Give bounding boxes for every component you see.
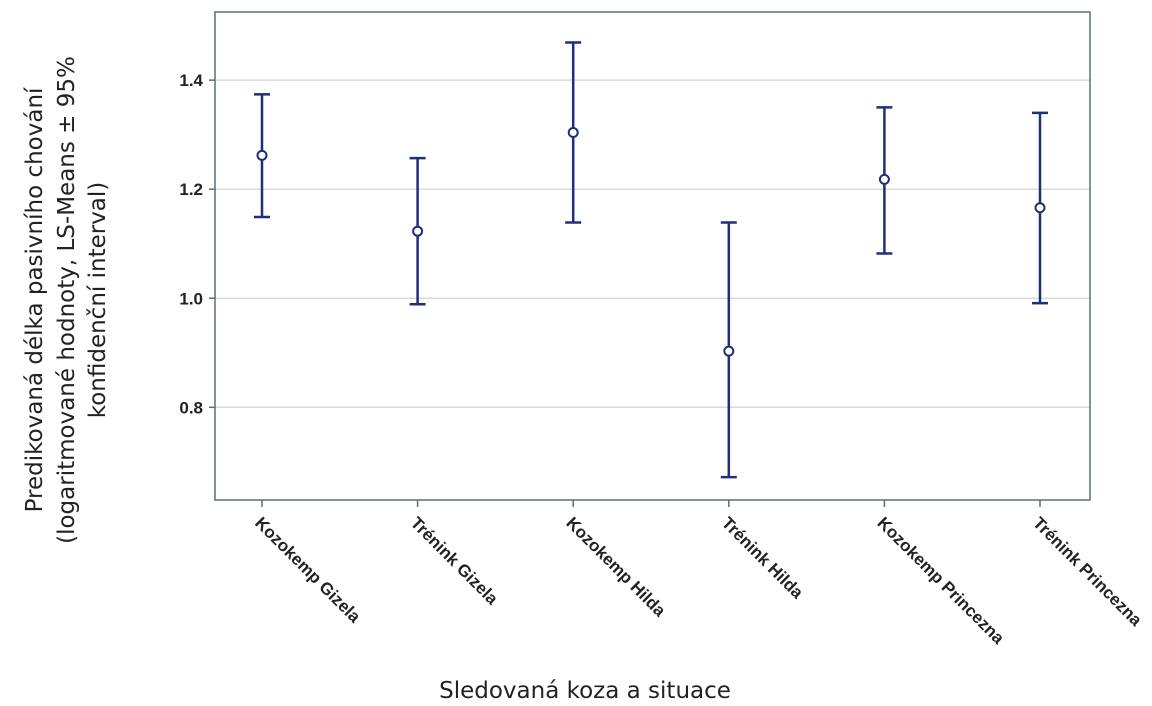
x-axis-title: Sledovaná koza a situace [439, 678, 731, 704]
error-bar-group [409, 156, 426, 306]
x-category-label: Trénink Gizela [407, 513, 502, 608]
error-bar-group [720, 221, 737, 479]
y-axis-title-line-3: konfidenční interval) [85, 182, 111, 419]
y-tick-label: 1.4 [179, 71, 203, 90]
error-bar-group [876, 106, 893, 255]
y-tick-label: 0.8 [179, 398, 203, 417]
gridlines [215, 79, 1090, 409]
mean-marker [1034, 202, 1046, 214]
mean-marker [723, 345, 735, 357]
plot-frame [214, 11, 1091, 501]
mean-marker [567, 127, 579, 139]
x-category-label: Kozokemp Hilda [562, 513, 669, 620]
x-category-label: Trénink Hilda [718, 513, 807, 602]
x-axis-ticks: Kozokemp Gizela Trénink Gizela Kozokemp Hi… [251, 500, 1146, 648]
mean-marker [878, 173, 890, 185]
mean-marker [412, 225, 424, 237]
y-tick-label: 1.0 [179, 289, 203, 308]
y-tick-label: 1.2 [179, 180, 203, 199]
y-axis-title-line-2: (logaritmované hodnoty, LS-Means ± 95% [54, 56, 80, 544]
y-axis-ticks: 0.8 1.0 1.2 1.4 [179, 71, 215, 417]
error-bar-group [565, 41, 582, 224]
x-category-label: Kozokemp Gizela [251, 513, 364, 626]
x-category-label: Kozokemp Princezna [874, 513, 1009, 648]
y-axis-title-line-1: Predikovaná délka pasivního chování [22, 87, 48, 512]
x-category-label: Trénink Princezna [1029, 513, 1146, 630]
mean-marker [256, 149, 268, 161]
y-axis-title: Predikovaná délka pasivního chování (log… [22, 56, 111, 544]
error-bars [254, 41, 1048, 479]
error-bar-group [1032, 111, 1048, 305]
error-bar-group [254, 93, 270, 219]
